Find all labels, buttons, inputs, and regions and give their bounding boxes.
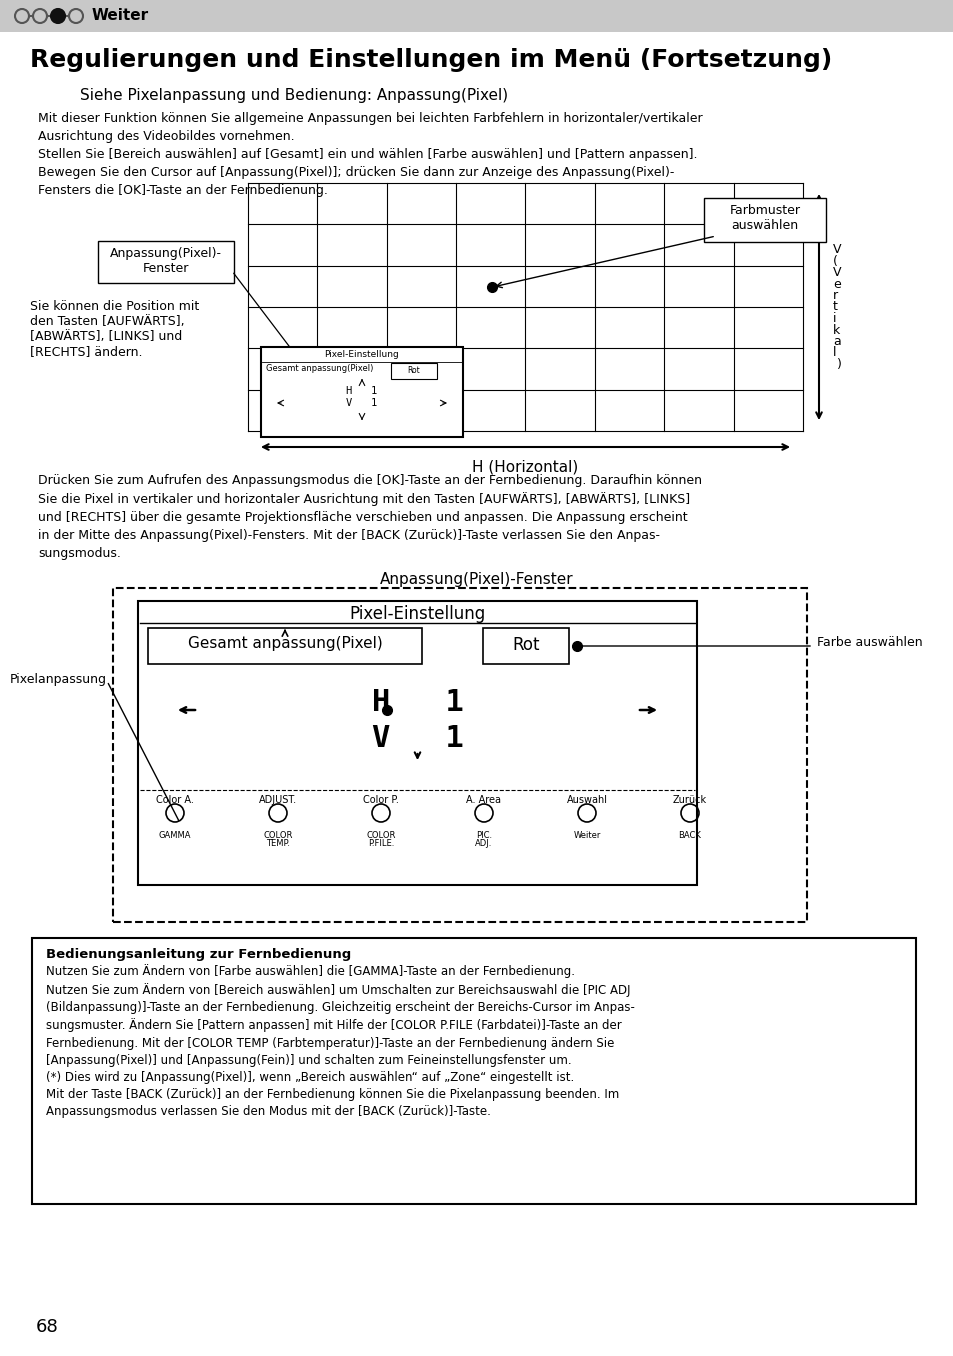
Text: H (Horizontal): H (Horizontal) xyxy=(472,458,578,475)
FancyBboxPatch shape xyxy=(391,363,436,378)
Text: BACK: BACK xyxy=(678,831,700,839)
Text: Pixelanpassung: Pixelanpassung xyxy=(10,673,107,686)
Text: Siehe Pixelanpassung und Bedienung: Anpassung(Pixel): Siehe Pixelanpassung und Bedienung: Anpa… xyxy=(80,88,508,103)
Circle shape xyxy=(51,9,65,23)
Text: Farbmuster
auswählen: Farbmuster auswählen xyxy=(729,203,800,232)
FancyBboxPatch shape xyxy=(32,938,915,1204)
Text: V
(
V
e
r
t
i
k
a
l
 ): V ( V e r t i k a l ) xyxy=(832,243,841,372)
Bar xyxy=(0,0,953,33)
Text: Rot: Rot xyxy=(512,636,539,654)
FancyBboxPatch shape xyxy=(112,589,806,922)
Text: Drücken Sie zum Aufrufen des Anpassungsmodus die [OK]-Taste an der Fernbedienung: Drücken Sie zum Aufrufen des Anpassungsm… xyxy=(38,475,701,560)
Text: Auswahl: Auswahl xyxy=(566,795,607,805)
Text: Nutzen Sie zum Ändern von [Farbe auswählen] die [GAMMA]-Taste an der Fernbedienu: Nutzen Sie zum Ändern von [Farbe auswähl… xyxy=(46,964,634,1119)
Text: PIC.
ADJ.: PIC. ADJ. xyxy=(475,831,492,849)
Text: Anpassung(Pixel)-
Fenster: Anpassung(Pixel)- Fenster xyxy=(110,247,222,275)
FancyBboxPatch shape xyxy=(703,198,825,241)
FancyBboxPatch shape xyxy=(98,241,233,283)
Text: Sie können die Position mit
den Tasten [AUFWÄRTS],
[ABWÄRTS], [LINKS] und
[RECHT: Sie können die Position mit den Tasten [… xyxy=(30,300,199,358)
Text: COLOR
P.FILE.: COLOR P.FILE. xyxy=(366,831,395,849)
Text: Zurück: Zurück xyxy=(672,795,706,805)
Text: H   1
V   1: H 1 V 1 xyxy=(346,386,377,408)
Text: Farbe auswählen: Farbe auswählen xyxy=(816,636,922,650)
Text: H   1
V   1: H 1 V 1 xyxy=(371,687,463,753)
Text: Regulierungen und Einstellungen im Menü (Fortsetzung): Regulierungen und Einstellungen im Menü … xyxy=(30,47,831,72)
Text: Anpassung(Pixel)-Fenster: Anpassung(Pixel)-Fenster xyxy=(380,572,573,587)
Text: Pixel-Einstellung: Pixel-Einstellung xyxy=(349,605,485,622)
Text: Bedienungsanleitung zur Fernbedienung: Bedienungsanleitung zur Fernbedienung xyxy=(46,948,351,961)
Text: Gesamt anpassung(Pixel): Gesamt anpassung(Pixel) xyxy=(188,636,382,651)
Text: 68: 68 xyxy=(36,1318,59,1336)
Text: A. Area: A. Area xyxy=(466,795,501,805)
Text: Mit dieser Funktion können Sie allgemeine Anpassungen bei leichten Farbfehlern i: Mit dieser Funktion können Sie allgemein… xyxy=(38,113,702,197)
Text: Weiter: Weiter xyxy=(573,831,600,839)
Text: Weiter: Weiter xyxy=(91,8,149,23)
Text: Color A.: Color A. xyxy=(156,795,193,805)
FancyBboxPatch shape xyxy=(138,601,697,885)
Text: Rot: Rot xyxy=(407,366,420,376)
Text: COLOR
TEMP.: COLOR TEMP. xyxy=(263,831,293,849)
Text: Gesamt anpassung(Pixel): Gesamt anpassung(Pixel) xyxy=(266,363,373,373)
FancyBboxPatch shape xyxy=(148,628,421,664)
Text: Color P.: Color P. xyxy=(363,795,398,805)
Text: GAMMA: GAMMA xyxy=(158,831,191,839)
FancyBboxPatch shape xyxy=(482,628,568,664)
Text: ADJUST.: ADJUST. xyxy=(258,795,296,805)
FancyBboxPatch shape xyxy=(261,347,462,437)
Text: Pixel-Einstellung: Pixel-Einstellung xyxy=(324,350,399,359)
